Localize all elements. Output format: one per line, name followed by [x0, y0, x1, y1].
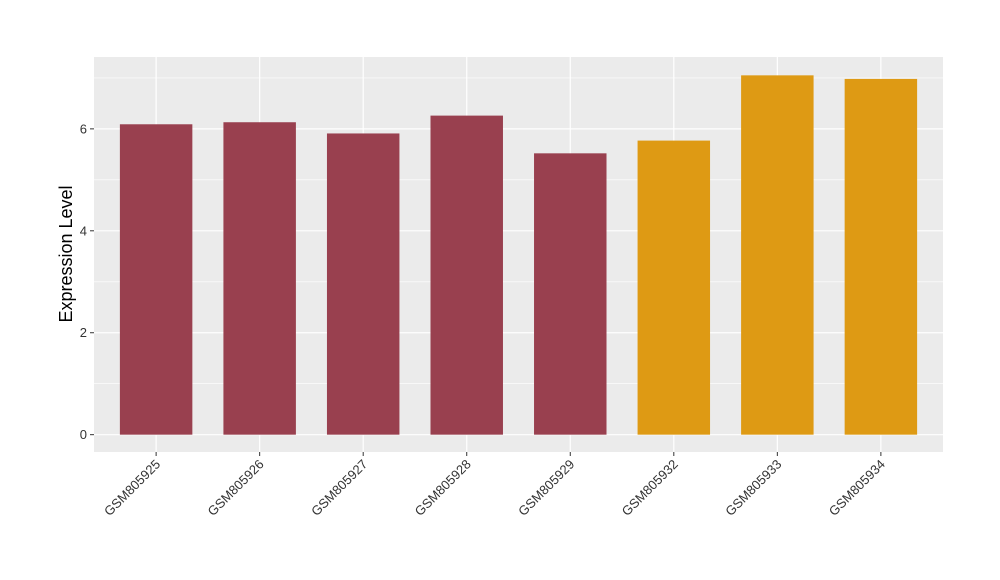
y-axis-title: Expression Level	[56, 185, 76, 322]
x-tick-label: GSM805929	[515, 457, 577, 519]
x-tick-label: GSM805928	[412, 457, 474, 519]
y-tick-label: 0	[80, 427, 87, 442]
y-tick-label: 4	[80, 223, 87, 238]
bar-GSM805925	[119, 124, 193, 435]
x-tick-label: GSM805925	[101, 457, 163, 519]
plot-panel	[94, 57, 943, 452]
bar-GSM805934	[844, 78, 918, 435]
bar-GSM805928	[430, 115, 503, 435]
x-tick-label: GSM805927	[308, 457, 370, 519]
bar-GSM805932	[637, 140, 711, 435]
bar-GSM805926	[223, 122, 296, 435]
bars	[119, 75, 918, 435]
bar-GSM805933	[741, 75, 814, 435]
bar-GSM805929	[534, 153, 607, 435]
y-axis: 0 2 4 6	[80, 121, 94, 442]
bar-GSM805927	[326, 133, 400, 435]
x-axis: GSM805925 GSM805926 GSM805927 GSM805928 GSM8…	[101, 452, 888, 519]
x-tick-label: GSM805933	[722, 457, 784, 519]
x-tick-label: GSM805934	[826, 457, 888, 519]
x-tick-label: GSM805926	[205, 457, 267, 519]
x-tick-label: GSM805932	[619, 457, 681, 519]
y-tick-label: 6	[80, 121, 87, 136]
y-tick-label: 2	[80, 325, 87, 340]
